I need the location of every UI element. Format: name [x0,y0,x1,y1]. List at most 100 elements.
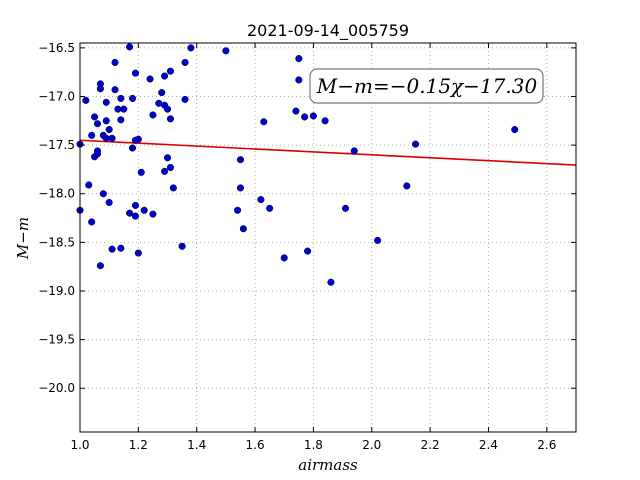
data-point [117,244,125,252]
x-tick-label: 1.2 [129,438,148,452]
data-point [166,115,174,123]
data-point [161,72,169,80]
x-tick-label: 2.6 [537,438,556,452]
data-point [295,76,303,84]
data-point [304,247,312,255]
data-point [117,94,125,102]
data-point [166,163,174,172]
data-point [96,262,104,270]
data-point [126,209,134,217]
data-point [301,113,309,121]
data-point [105,126,113,134]
y-tick-label: −17.5 [38,138,75,152]
y-tick-label: −16.5 [38,41,75,55]
plot-frame [79,42,577,433]
data-point [102,117,110,125]
data-point [222,47,230,55]
ticks-layer: 1.0 1.2 1.4 1.6 1.8 2.0 2.2 2.4 2.6 −16.5 −17.0 −17… [38,41,576,452]
data-point [140,206,148,214]
data-point [105,198,113,207]
data-point [120,105,128,113]
data-point [374,236,382,244]
data-point [146,75,154,83]
fit-line [79,139,577,166]
data-point [341,204,350,212]
x-tick-label: 2.2 [421,438,440,452]
data-point [128,94,137,102]
data-point [99,190,107,198]
data-point [169,184,177,192]
data-point [236,156,245,164]
annotation-frame [309,68,544,104]
data-point [111,86,119,94]
data-point [411,140,420,148]
data-point [117,116,125,124]
x-tick-label: 2.0 [362,438,381,452]
data-point [131,201,139,209]
data-point [91,113,99,121]
y-tick-label: −17.0 [38,89,75,103]
data-point [161,167,169,175]
data-point [181,58,189,67]
fit-equation: M−m=−0.15χ−17.30 [316,74,538,98]
data-point [131,212,139,220]
data-point [309,112,317,120]
data-point [327,278,335,286]
y-tick-label: −19.0 [38,284,75,298]
data-point [511,126,519,134]
data-point [234,206,242,214]
data-point [108,134,116,142]
data-point [280,254,288,262]
x-tick-label: 1.6 [246,438,265,452]
y-tick-label: −20.0 [38,381,75,395]
x-tick-label: 2.4 [479,438,498,452]
data-point [108,245,116,253]
data-point [85,181,93,189]
data-point [239,225,247,233]
data-point [82,96,90,104]
data-point [292,107,300,115]
data-point [128,144,137,152]
data-point [295,55,303,63]
data-point [163,105,172,113]
points-layer [76,43,519,286]
data-point [111,58,119,67]
data-point [149,210,157,218]
data-point [102,98,110,106]
data-point [131,69,139,77]
data-point [93,147,102,155]
x-tick-label: 1.0 [70,438,89,452]
annotation-box: M−m=−0.15χ−17.30 [309,68,544,104]
data-point [321,117,329,125]
x-axis-label: airmass [298,456,358,474]
data-point [187,44,195,52]
y-tick-label: −19.5 [38,333,75,347]
data-point [163,154,172,162]
y-axis-label: M−m [14,217,32,260]
data-point [257,196,265,204]
data-point [134,249,142,257]
data-point [166,67,174,75]
chart-title: 2021-09-14_005759 [247,21,409,41]
data-point [260,118,268,126]
data-point [236,184,245,192]
y-tick-label: −18.5 [38,235,75,249]
data-point [137,168,145,176]
data-point [149,111,157,119]
data-point [88,131,96,139]
y-tick-label: −18.0 [38,187,75,201]
data-point [181,95,189,103]
data-point [158,89,166,97]
data-point [134,135,142,143]
grid [79,43,576,432]
data-point [403,182,411,190]
data-point [266,204,274,212]
data-point [126,43,134,51]
data-point [96,80,104,88]
data-point [93,120,102,128]
data-point [350,147,358,155]
x-tick-label: 1.4 [187,438,206,452]
fit-layer [79,139,577,166]
data-point [88,218,96,226]
